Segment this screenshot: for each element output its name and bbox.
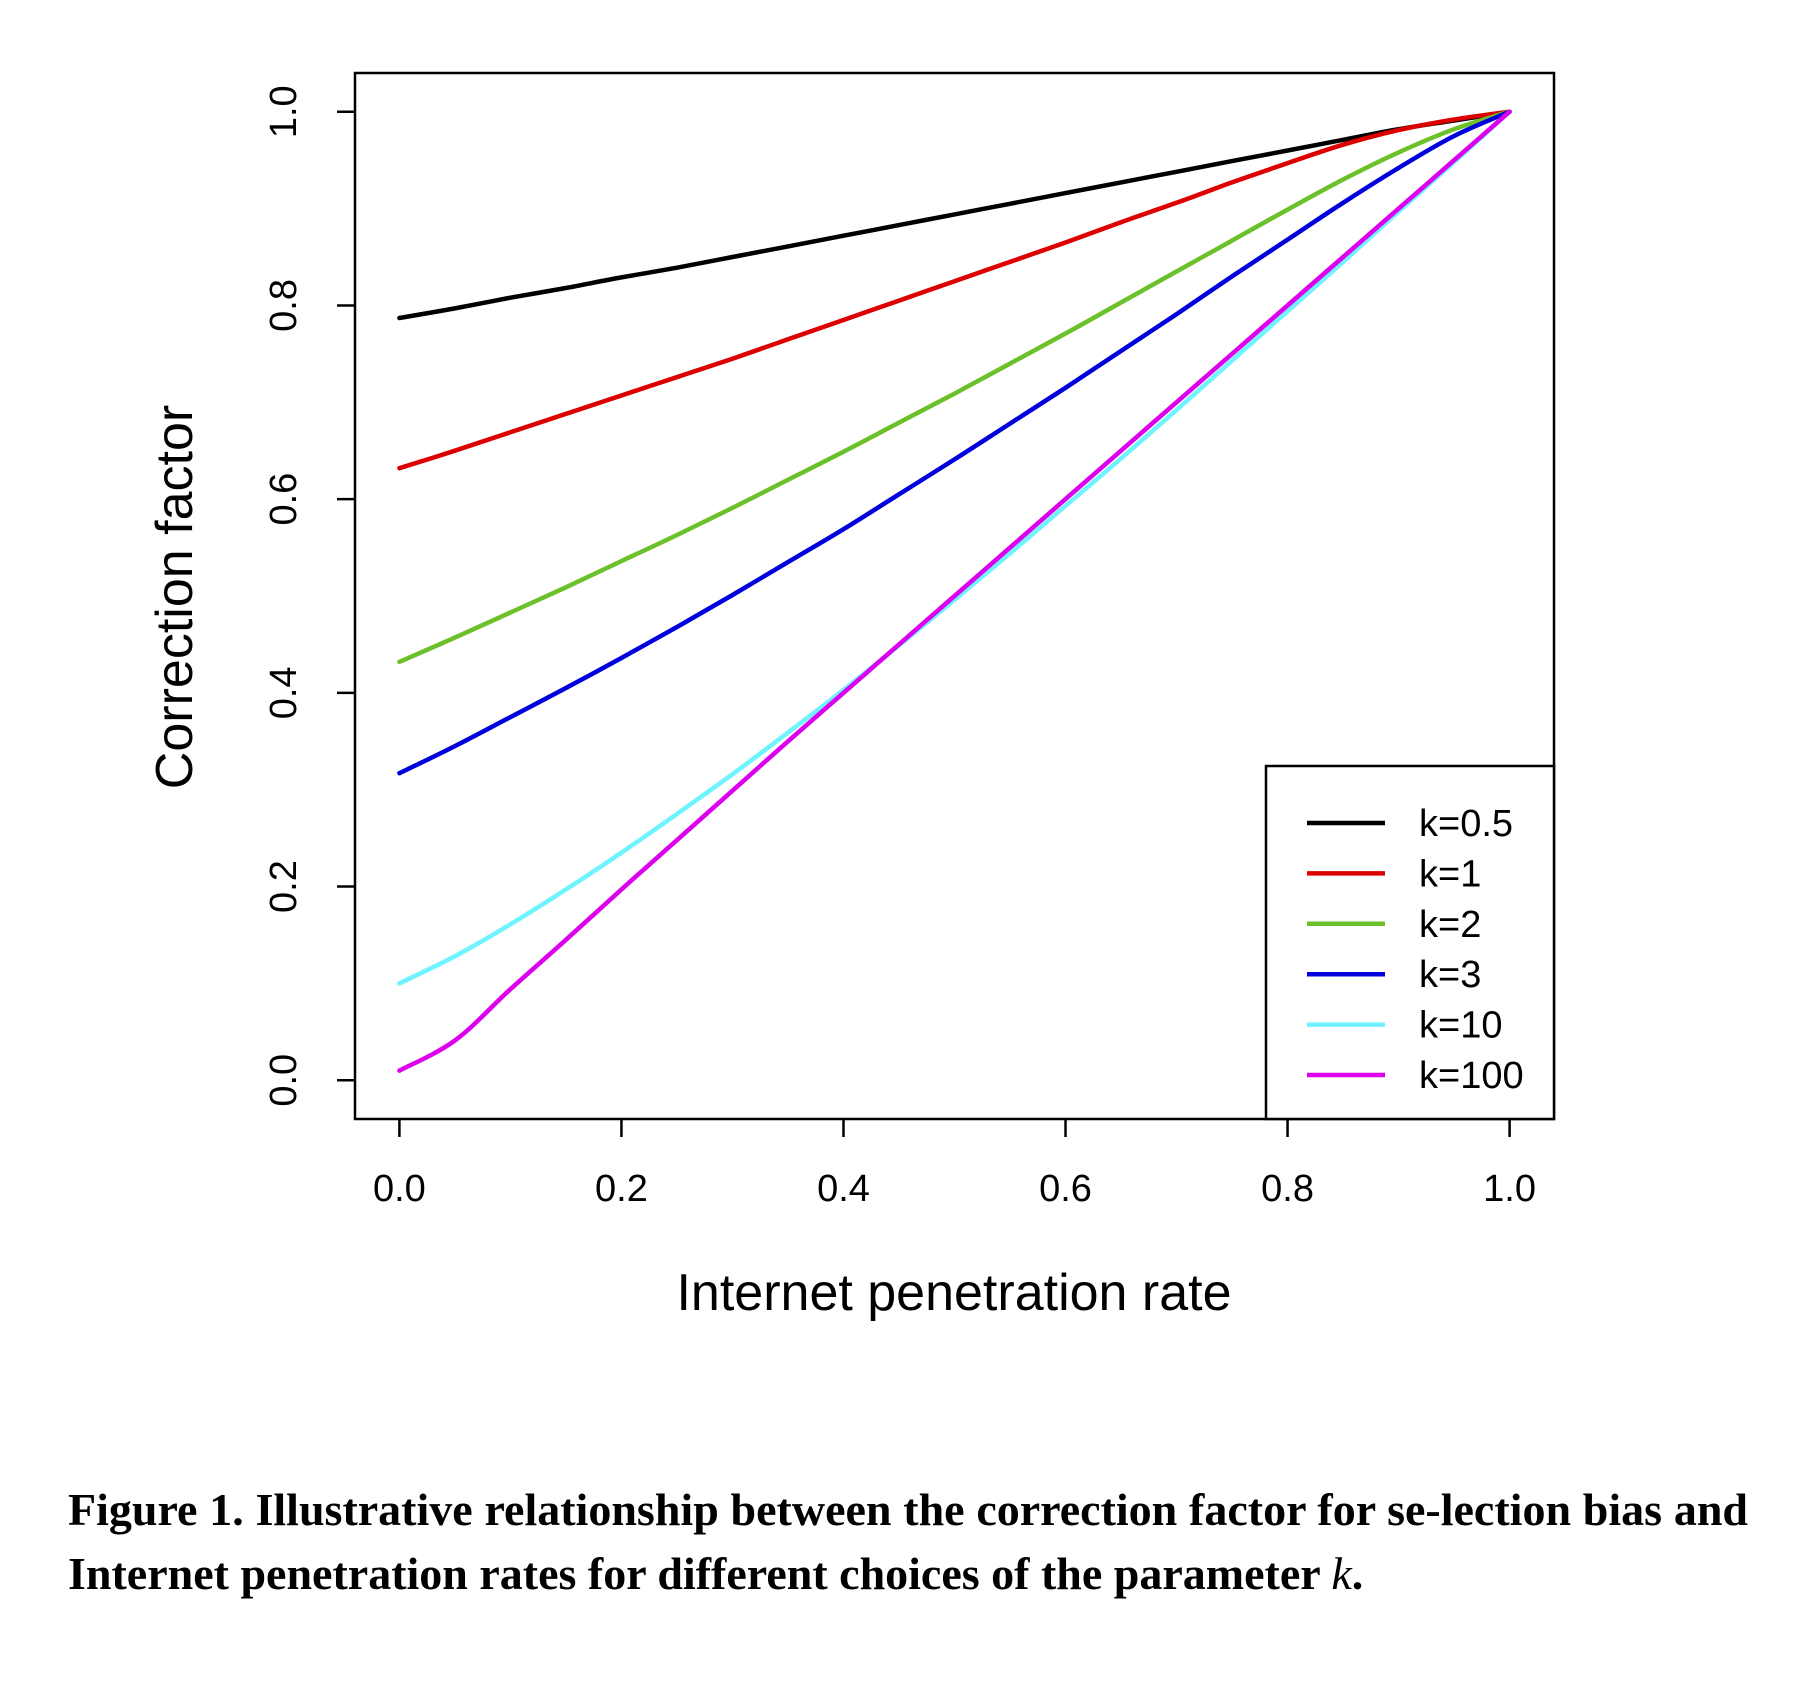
x-tick-label: 0.6 [1039,1168,1092,1210]
series-line-k=0.5 [397,109,1512,321]
series-line-k=1 [397,109,1512,471]
y-tick-label: 1.0 [263,85,305,138]
legend-label: k=1 [1419,853,1481,895]
y-tick-label: 0.4 [263,666,305,719]
y-axis-label: Correction factor [146,405,204,789]
y-tick-label: 0.0 [263,1054,305,1107]
series-line-k=2 [397,109,1512,665]
x-axis: 0.0 0.2 0.4 0.6 0.8 1.0 [373,1119,1536,1210]
caption-math-symbol: k [1331,1548,1352,1599]
legend: k=0.5 k=1 k=2 k=3 k=10 k=100 [1264,764,1556,1121]
y-axis: 0.0 0.2 0.4 0.6 0.8 1.0 [263,85,355,1107]
figure-label: Figure 1. [68,1484,244,1535]
x-tick-label: 0.2 [595,1168,648,1210]
legend-label: k=2 [1419,904,1481,946]
figure-caption: Figure 1. Illustrative relationship betw… [68,1478,1748,1606]
caption-text: Illustrative relationship between the co… [68,1484,1748,1599]
x-tick-label: 0.0 [373,1168,426,1210]
series-line-k=3 [397,109,1512,776]
y-tick-label: 0.2 [263,860,305,913]
legend-label: k=10 [1419,1005,1502,1047]
x-tick-label: 0.8 [1261,1168,1314,1210]
legend-label: k=0.5 [1419,803,1513,845]
y-tick-label: 0.8 [263,279,305,332]
y-tick-label: 0.6 [263,473,305,526]
caption-end: . [1351,1548,1364,1599]
x-axis-label: Internet penetration rate [676,1264,1231,1322]
x-tick-label: 1.0 [1483,1168,1536,1210]
series-line-k=100 [397,109,1512,1073]
plot-frame [353,71,1556,1121]
x-tick-label: 0.4 [817,1168,870,1210]
series-line-k=10 [397,109,1512,986]
series-lines [397,109,1512,1073]
legend-label: k=3 [1419,954,1481,996]
legend-label: k=100 [1419,1055,1524,1097]
